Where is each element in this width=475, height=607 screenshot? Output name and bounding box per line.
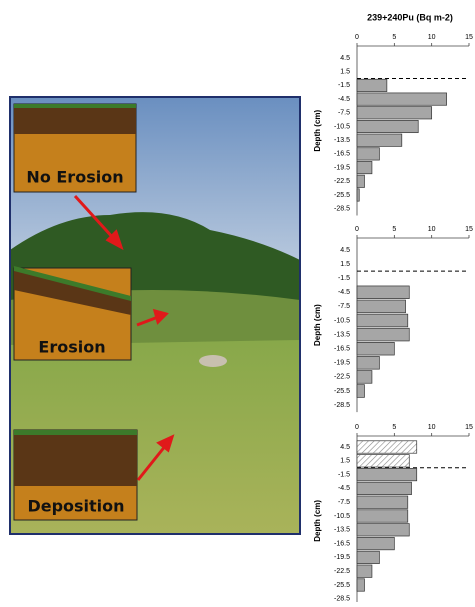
bar	[357, 120, 418, 132]
bar	[357, 107, 432, 119]
soil-label: Erosion	[38, 338, 105, 357]
y-tick-label: -22.5	[334, 374, 350, 381]
y-axis-label: Depth (cm)	[313, 304, 322, 346]
x-tick-label: 15	[465, 424, 473, 431]
bar	[357, 286, 409, 299]
bar	[357, 148, 379, 160]
x-tick-label: 10	[428, 34, 436, 41]
x-tick-label: 5	[392, 226, 396, 233]
y-tick-label: -19.5	[334, 360, 350, 367]
x-tick-label: 0	[355, 226, 359, 233]
y-tick-label: -1.5	[338, 82, 350, 89]
x-tick-label: 15	[465, 226, 473, 233]
bar	[357, 455, 409, 467]
soil-deposition: Deposition	[14, 430, 137, 520]
y-tick-label: 1.5	[340, 261, 350, 268]
bar	[357, 510, 408, 522]
bar	[357, 189, 359, 201]
bar	[357, 371, 372, 384]
soil-label: Deposition	[27, 497, 124, 516]
y-tick-label: 1.5	[340, 69, 350, 76]
x-tick-label: 0	[355, 34, 359, 41]
y-tick-label: -4.5	[338, 96, 350, 103]
bar	[357, 314, 408, 327]
y-tick-label: -28.5	[334, 402, 350, 409]
x-tick-label: 5	[392, 424, 396, 431]
y-tick-label: -10.5	[334, 123, 350, 130]
y-tick-label: 1.5	[340, 458, 350, 465]
x-tick-label: 0	[355, 424, 359, 431]
bar	[357, 496, 408, 508]
y-tick-label: -4.5	[338, 485, 350, 492]
y-tick-label: -1.5	[338, 471, 350, 478]
x-tick-label: 10	[428, 424, 436, 431]
bar	[357, 328, 409, 341]
soil-erosion: Erosion	[14, 266, 131, 360]
y-tick-label: -25.5	[334, 582, 350, 589]
bar	[357, 565, 372, 577]
y-tick-label: -4.5	[338, 289, 350, 296]
y-tick-label: -7.5	[338, 303, 350, 310]
y-tick-label: -22.5	[334, 568, 350, 575]
bar	[357, 93, 447, 105]
bar	[357, 551, 379, 563]
y-tick-label: 4.5	[340, 247, 350, 254]
y-tick-label: -16.5	[334, 151, 350, 158]
x-tick-label: 15	[465, 34, 473, 41]
photo: No Erosion Erosion Deposition	[10, 97, 300, 534]
bar	[357, 356, 379, 369]
y-tick-label: -16.5	[334, 346, 350, 353]
bar	[357, 175, 364, 187]
y-axis-label: Depth (cm)	[313, 110, 322, 152]
bar	[357, 579, 364, 591]
y-tick-label: -28.5	[334, 206, 350, 213]
y-tick-label: -25.5	[334, 192, 350, 199]
bar	[357, 134, 402, 146]
bar	[357, 161, 372, 173]
bar	[357, 524, 409, 536]
bar	[357, 342, 394, 355]
x-tick-label: 10	[428, 226, 436, 233]
soil-no-erosion: No Erosion	[14, 104, 136, 192]
bar	[357, 468, 417, 480]
chart-title: 239+240Pu (Bq m-2)	[367, 12, 453, 22]
soil-label: No Erosion	[26, 168, 123, 187]
bar	[357, 537, 394, 549]
y-tick-label: 4.5	[340, 444, 350, 451]
y-tick-label: -22.5	[334, 178, 350, 185]
y-tick-label: 4.5	[340, 55, 350, 62]
y-tick-label: -1.5	[338, 275, 350, 282]
bar	[357, 385, 364, 398]
y-tick-label: -13.5	[334, 527, 350, 534]
x-tick-label: 5	[392, 34, 396, 41]
bar	[357, 441, 417, 453]
bar	[357, 79, 387, 91]
y-tick-label: -28.5	[334, 596, 350, 602]
y-tick-label: -7.5	[338, 499, 350, 506]
y-tick-label: -16.5	[334, 540, 350, 547]
figure: No Erosion Erosion Deposition 239+240Pu …	[0, 0, 475, 602]
y-tick-label: -10.5	[334, 513, 350, 520]
y-tick-label: -13.5	[334, 331, 350, 338]
y-tick-label: -19.5	[334, 554, 350, 561]
y-tick-label: -10.5	[334, 317, 350, 324]
y-tick-label: -19.5	[334, 164, 350, 171]
y-axis-label: Depth (cm)	[313, 500, 322, 542]
y-tick-label: -7.5	[338, 110, 350, 117]
bar	[357, 300, 406, 313]
y-tick-label: -13.5	[334, 137, 350, 144]
y-tick-label: -25.5	[334, 388, 350, 395]
bar	[357, 482, 412, 494]
